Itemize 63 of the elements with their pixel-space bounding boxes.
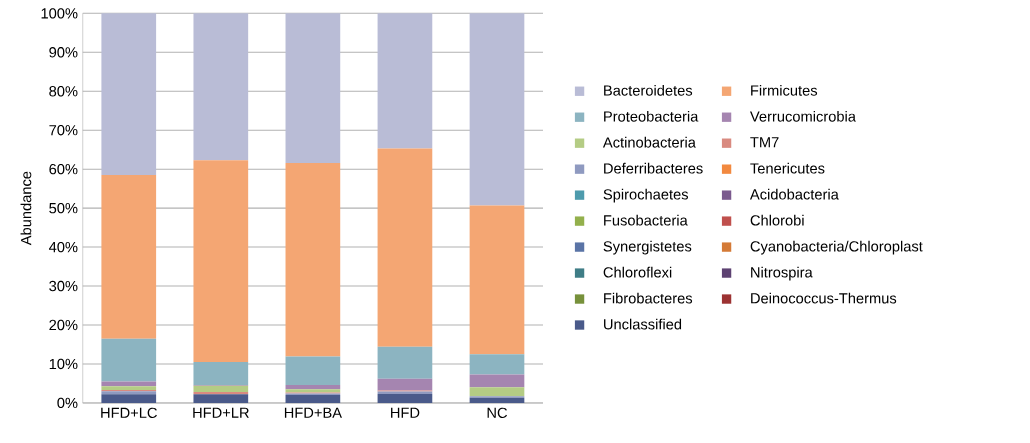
legend-label: Actinobacteria [602,136,696,148]
bar [377,148,433,347]
bar [193,385,249,393]
x-tick-label: HFD+BA [284,407,342,418]
y-tick-label: 60% [49,164,78,175]
legend-label: Cyanobacteria/Chloroplast [750,240,923,255]
bar [469,397,525,403]
legend-label: Proteobacteria [604,110,699,122]
legend-label: Nitrospira [751,266,813,281]
bar [101,381,157,387]
bar [469,387,525,397]
bar [101,386,157,391]
bar [285,395,341,403]
bar [377,346,433,379]
bar [377,393,433,403]
bar [469,205,525,355]
bar [469,374,525,388]
legend-label: Bacteroidetes [604,84,693,96]
legend-label: Fusobacteria [604,214,688,226]
legend-label: Deferribacteres [604,162,703,174]
y-tick-label: 20% [49,319,78,331]
legend-label: Spirochaetes [603,188,689,203]
legend-label: Verrucomicrobia [749,110,856,122]
legend-label: Fibrobacteres [604,292,693,304]
bar [101,175,157,339]
legend-label: Acidobacteria [749,188,839,200]
y-tick-label: 50% [49,202,78,214]
bar [101,338,157,382]
y-tick-label: 10% [49,358,78,370]
bar [193,13,249,161]
bar [469,13,525,206]
bar [101,394,157,403]
bar [469,354,525,375]
bar [193,394,249,403]
x-tick-label: HFD+LC [101,407,157,419]
legend-label: TM7 [750,137,779,148]
legend-label: Deinococcus-Thermus [751,292,897,304]
bar [285,356,341,386]
y-tick-label: 0% [57,397,78,409]
x-tick-label: NC [487,407,508,419]
y-tick-label: 70% [49,125,78,136]
bar [377,378,433,391]
legend-label: Tenericutes [750,162,825,174]
bar [285,162,341,357]
y-tick-label: 100% [41,8,78,19]
bar [377,13,433,149]
legend-label: Synergistetes [603,240,692,255]
bar [193,160,249,363]
legend-label: Firmicutes [751,84,818,96]
bar [193,362,249,386]
x-tick-label: HFD [391,407,420,418]
y-tick-label: 90% [49,47,78,58]
x-tick-label: HFD+LR [193,407,249,418]
y-tick-label: 30% [49,280,78,292]
legend-label: Unclassified [604,318,682,330]
y-tick-label: 80% [49,86,78,97]
legend-label: Chloroflexi [603,266,672,278]
bar [101,13,157,176]
bar [285,385,341,390]
y-axis-title: Abundance [20,171,32,246]
y-tick-label: 40% [48,241,78,253]
bar [285,13,341,163]
legend-label: Chlorobi [750,214,804,226]
